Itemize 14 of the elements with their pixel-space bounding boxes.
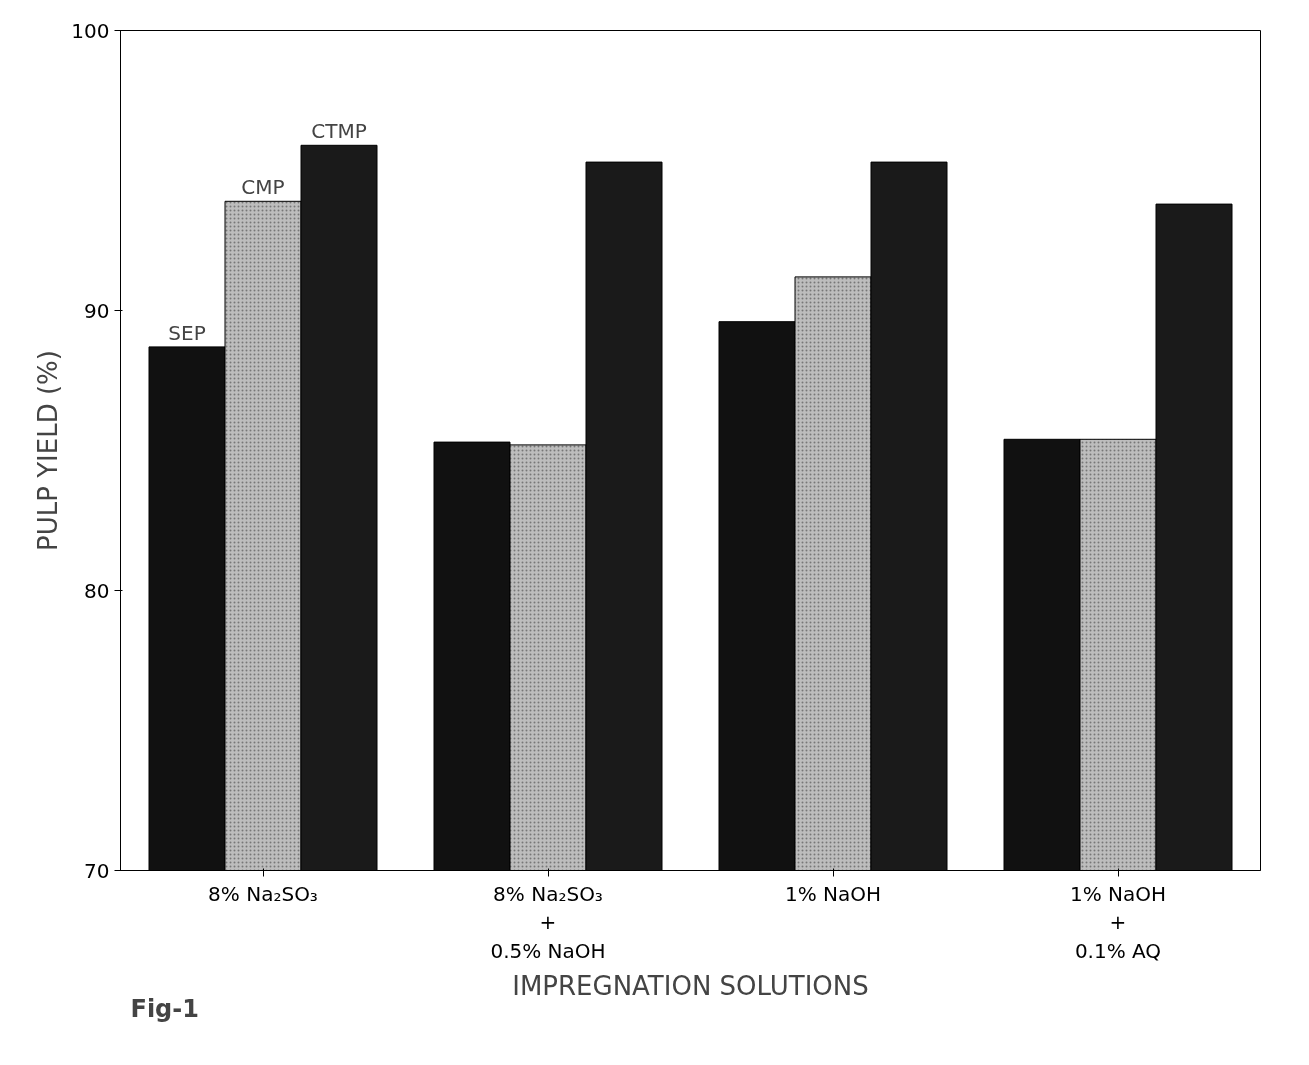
y-tick-label: 100 bbox=[71, 18, 110, 43]
x-tick-label: 1% NaOH bbox=[784, 881, 882, 906]
series-label: CTMP bbox=[311, 119, 367, 144]
x-tick-label: 8% Na₂SO₃ + 0.5% NaOH bbox=[490, 881, 606, 964]
y-tick-label: 70 bbox=[84, 858, 110, 883]
series-label: CMP bbox=[241, 175, 285, 200]
y-tick-label: 80 bbox=[84, 578, 110, 603]
x-tick-label: 8% Na₂SO₃ bbox=[208, 881, 318, 906]
y-tick-label: 90 bbox=[84, 298, 110, 323]
text: Fig-1 bbox=[130, 994, 199, 1023]
series-label: SEP bbox=[168, 320, 206, 345]
y-axis-title: PULP YIELD (%) bbox=[33, 350, 64, 551]
x-axis-title: IMPREGNATION SOLUTIONS bbox=[512, 971, 869, 1002]
x-tick-label: 1% NaOH + 0.1% AQ bbox=[1069, 881, 1167, 964]
